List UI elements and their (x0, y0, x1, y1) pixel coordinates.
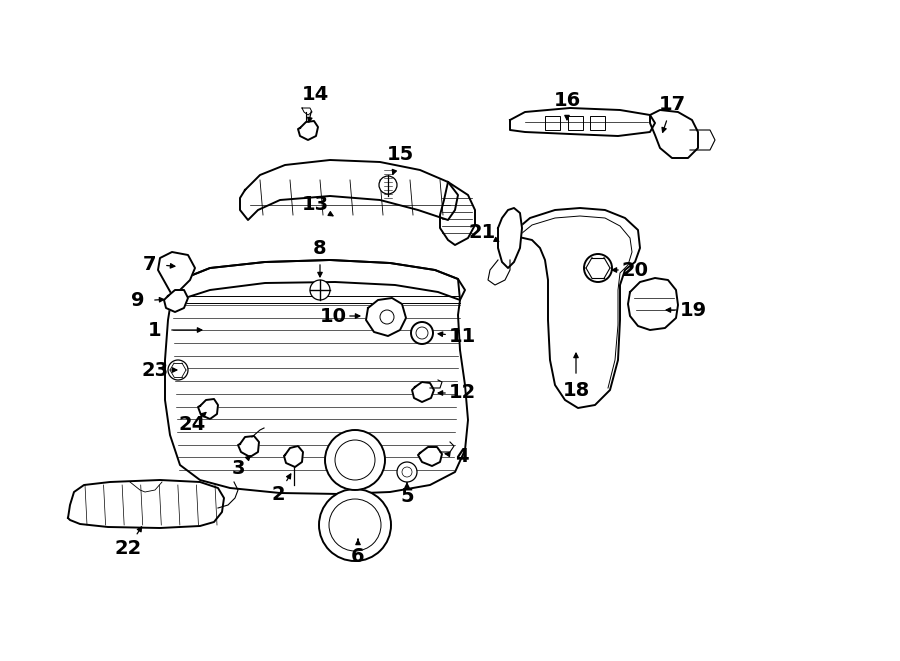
Text: 10: 10 (320, 307, 346, 325)
Polygon shape (164, 290, 188, 312)
Circle shape (319, 489, 391, 561)
Polygon shape (498, 208, 522, 268)
Text: 21: 21 (468, 223, 496, 243)
Text: 7: 7 (143, 254, 157, 274)
Text: 22: 22 (114, 539, 141, 557)
Text: 24: 24 (178, 416, 205, 434)
Text: 4: 4 (455, 446, 469, 465)
Text: 14: 14 (302, 85, 328, 104)
Polygon shape (418, 447, 442, 466)
Polygon shape (628, 278, 678, 330)
Bar (545, 116, 560, 130)
Polygon shape (198, 399, 218, 419)
Circle shape (416, 327, 428, 339)
Polygon shape (284, 446, 303, 467)
Text: 19: 19 (680, 301, 706, 319)
Polygon shape (172, 260, 465, 300)
Polygon shape (68, 480, 224, 528)
Text: 5: 5 (400, 488, 414, 506)
Polygon shape (240, 160, 458, 220)
Text: 3: 3 (231, 459, 245, 477)
Polygon shape (158, 252, 195, 295)
Circle shape (329, 499, 381, 551)
Text: 12: 12 (448, 383, 475, 403)
Polygon shape (366, 298, 406, 336)
Circle shape (380, 310, 394, 324)
Text: 15: 15 (386, 145, 414, 165)
Circle shape (310, 280, 330, 300)
Polygon shape (165, 260, 468, 494)
Text: 6: 6 (351, 547, 364, 566)
Text: 2: 2 (271, 485, 284, 504)
Text: 16: 16 (554, 91, 580, 110)
Polygon shape (412, 382, 434, 402)
Text: 9: 9 (131, 292, 145, 311)
Text: 17: 17 (659, 95, 686, 114)
Polygon shape (298, 121, 318, 140)
Polygon shape (440, 182, 475, 245)
Text: 18: 18 (562, 381, 590, 399)
Text: 11: 11 (448, 327, 475, 346)
Polygon shape (650, 110, 698, 158)
Circle shape (402, 467, 412, 477)
Circle shape (584, 254, 612, 282)
Text: 13: 13 (302, 196, 328, 215)
Text: 23: 23 (141, 360, 168, 379)
Text: 1: 1 (148, 321, 162, 340)
Polygon shape (238, 436, 259, 457)
Circle shape (325, 430, 385, 490)
Bar (568, 116, 583, 130)
Text: 8: 8 (313, 239, 327, 258)
Circle shape (397, 462, 417, 482)
Circle shape (168, 360, 188, 380)
Circle shape (411, 322, 433, 344)
Text: 20: 20 (622, 260, 649, 280)
Circle shape (379, 176, 397, 194)
Bar (590, 116, 605, 130)
Polygon shape (510, 208, 640, 408)
Polygon shape (510, 108, 655, 136)
